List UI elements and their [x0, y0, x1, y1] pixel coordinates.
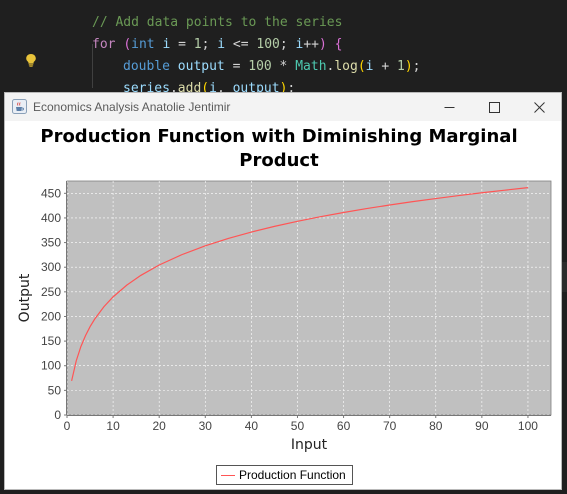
code-token — [327, 37, 335, 52]
code-token: * — [271, 59, 296, 74]
x-tick-label: 70 — [383, 419, 397, 433]
maximize-icon — [488, 101, 500, 113]
indent-guide — [92, 44, 93, 88]
code-token: = — [224, 59, 249, 74]
code-token: output — [177, 59, 225, 74]
x-tick-label: 100 — [518, 419, 538, 433]
java-cup-icon — [12, 99, 27, 114]
code-token: 100 — [256, 37, 280, 52]
chart-window[interactable]: Economics Analysis Anatolie Jentimir Pro… — [4, 92, 562, 490]
legend-label: Production Function — [239, 468, 346, 482]
legend-swatch — [221, 474, 235, 476]
y-tick-label: 350 — [41, 236, 61, 250]
code-token: i — [295, 37, 304, 52]
y-tick-label: 50 — [48, 383, 62, 397]
code-token: ++ — [303, 37, 320, 52]
code-token: ) — [279, 81, 288, 96]
lightbulb-icon[interactable] — [25, 53, 37, 67]
code-token: for — [92, 37, 116, 52]
y-tick-label: 0 — [54, 408, 61, 422]
code-token: Math — [295, 59, 327, 74]
code-token: <= — [225, 37, 257, 52]
x-tick-label: 30 — [199, 419, 213, 433]
code-token: ( — [357, 59, 366, 74]
code-line: for (int i = 1; i <= 100; i++) { — [92, 34, 343, 56]
code-line: double output = 100 * Math.log(i + 1); — [123, 56, 420, 78]
code-line: // Add data points to the series — [92, 12, 342, 34]
x-tick-label: 0 — [64, 419, 71, 433]
y-tick-label: 300 — [41, 260, 61, 274]
chart-panel[interactable]: Production Function with Diminishing Mar… — [5, 121, 561, 489]
code-token: ; — [287, 81, 296, 96]
code-token: = — [170, 37, 194, 52]
code-token: ) — [319, 37, 327, 52]
close-button[interactable] — [516, 93, 562, 121]
x-tick-label: 80 — [429, 419, 443, 433]
code-token: log — [334, 59, 358, 74]
code-token: , — [216, 81, 233, 96]
code-token: + — [373, 59, 397, 74]
minimize-icon — [444, 106, 454, 108]
code-token: i — [217, 37, 226, 52]
y-axis-label: Output — [17, 273, 33, 322]
code-token: i — [209, 81, 217, 96]
y-tick-label: 250 — [41, 285, 61, 299]
window-titlebar[interactable]: Economics Analysis Anatolie Jentimir — [5, 93, 561, 121]
x-tick-label: 10 — [106, 419, 120, 433]
code-token: 1 — [193, 37, 202, 52]
close-icon — [533, 101, 545, 113]
code-token: ; — [279, 37, 296, 52]
minimize-button[interactable] — [426, 93, 472, 121]
x-tick-label: 60 — [337, 419, 351, 433]
plot-area — [66, 180, 552, 416]
code-token: double — [123, 59, 170, 74]
code-token: int — [131, 37, 155, 52]
x-axis-label: Input — [291, 437, 328, 453]
code-token: ( — [123, 37, 132, 52]
code-token: ) — [404, 59, 413, 74]
x-tick-label: 40 — [245, 419, 259, 433]
code-token: ; — [412, 59, 421, 74]
code-token: ; — [201, 37, 218, 52]
chart-title: Production Function with Diminishing Mar… — [5, 125, 553, 173]
code-token: . — [169, 81, 178, 96]
code-token: . — [326, 59, 335, 74]
code-token: { — [334, 37, 343, 52]
code-token: 1 — [396, 59, 405, 74]
code-token: i — [162, 37, 171, 52]
y-tick-label: 200 — [41, 309, 61, 323]
maximize-button[interactable] — [471, 93, 517, 121]
chart-legend: Production Function — [216, 465, 353, 485]
chart-title-line-1: Production Function with Diminishing Mar… — [40, 126, 518, 147]
code-token: // Add data points to the series — [92, 15, 343, 30]
x-tick-label: 20 — [153, 419, 167, 433]
y-tick-label: 100 — [41, 359, 61, 373]
y-tick-label: 400 — [41, 211, 61, 225]
chart-title-line-2: Product — [239, 150, 319, 171]
x-tick-label: 90 — [475, 419, 489, 433]
y-tick-label: 450 — [41, 186, 61, 200]
code-token: i — [365, 59, 374, 74]
code-token: 100 — [248, 59, 272, 74]
y-tick-label: 150 — [41, 334, 61, 348]
line-chart[interactable]: 0 10 20 30 40 50 60 70 80 90 100 0 50 100 150 200 250 300… — [5, 121, 561, 461]
window-title: Economics Analysis Anatolie Jentimir — [33, 100, 231, 114]
code-token: ( — [201, 81, 210, 96]
series-line-production-function — [71, 187, 529, 381]
editor-side-strip — [562, 262, 567, 292]
code-token — [170, 59, 178, 74]
x-tick-label: 50 — [291, 419, 305, 433]
